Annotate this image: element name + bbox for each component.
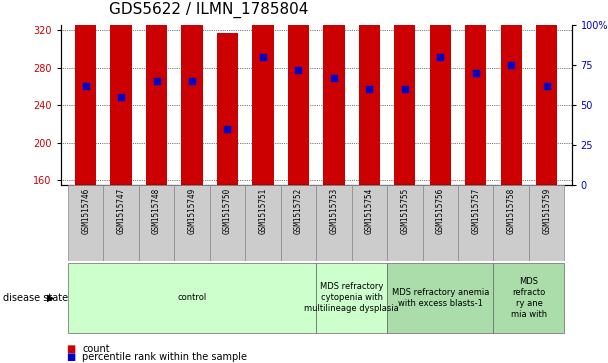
Bar [181, 0, 202, 185]
Point [506, 62, 516, 68]
Bar [458, 185, 494, 261]
Text: MDS refractory
cytopenia with
multilineage dysplasia: MDS refractory cytopenia with multilinea… [304, 282, 399, 313]
Text: GSM1515756: GSM1515756 [436, 187, 445, 234]
Text: GSM1515751: GSM1515751 [258, 187, 268, 234]
Bar [252, 0, 274, 185]
Point [187, 78, 197, 84]
Bar [288, 0, 309, 185]
Text: GSM1515757: GSM1515757 [471, 187, 480, 234]
Bar [75, 1, 96, 185]
Bar [536, 2, 558, 185]
Bar [68, 263, 316, 333]
Text: percentile rank within the sample: percentile rank within the sample [82, 352, 247, 362]
Text: MDS refractory anemia
with excess blasts-1: MDS refractory anemia with excess blasts… [392, 287, 489, 308]
Bar [430, 0, 451, 185]
Text: GSM1515746: GSM1515746 [81, 187, 90, 234]
Bar [281, 185, 316, 261]
Bar [217, 33, 238, 185]
Text: count: count [82, 344, 109, 354]
Point [81, 83, 91, 89]
Point [116, 94, 126, 100]
Point [471, 70, 480, 76]
Point [542, 83, 551, 89]
Point [400, 86, 410, 92]
Bar [210, 185, 245, 261]
Text: ■: ■ [67, 344, 79, 354]
Bar [529, 185, 564, 261]
Text: GSM1515749: GSM1515749 [187, 187, 196, 234]
Text: GSM1515758: GSM1515758 [506, 187, 516, 234]
Bar [351, 185, 387, 261]
Point [223, 126, 232, 132]
Text: GSM1515752: GSM1515752 [294, 187, 303, 234]
Bar [316, 185, 351, 261]
Bar [494, 185, 529, 261]
Point [364, 86, 374, 92]
Bar [500, 0, 522, 185]
Text: GDS5622 / ILMN_1785804: GDS5622 / ILMN_1785804 [109, 2, 309, 18]
Bar [68, 185, 103, 261]
Bar [423, 185, 458, 261]
Text: GSM1515753: GSM1515753 [330, 187, 339, 234]
Bar [146, 0, 167, 185]
Text: GSM1515750: GSM1515750 [223, 187, 232, 234]
Bar [494, 263, 564, 333]
Bar [323, 0, 345, 185]
Text: GSM1515747: GSM1515747 [117, 187, 126, 234]
Bar [103, 185, 139, 261]
Text: GSM1515748: GSM1515748 [152, 187, 161, 234]
Bar [387, 263, 494, 333]
Bar [387, 185, 423, 261]
Text: disease state: disease state [3, 293, 68, 303]
Bar [245, 185, 281, 261]
Text: control: control [178, 293, 207, 302]
Point [258, 54, 268, 60]
Text: GSM1515754: GSM1515754 [365, 187, 374, 234]
Text: ■: ■ [67, 352, 79, 362]
Text: ▶: ▶ [47, 293, 54, 303]
Bar [359, 4, 380, 185]
Bar [139, 185, 174, 261]
Bar [111, 18, 132, 185]
Bar [316, 263, 387, 333]
Bar [394, 2, 415, 185]
Point [329, 75, 339, 81]
Bar [465, 0, 486, 185]
Text: GSM1515759: GSM1515759 [542, 187, 551, 234]
Bar [174, 185, 210, 261]
Point [152, 78, 162, 84]
Text: GSM1515755: GSM1515755 [400, 187, 409, 234]
Text: MDS
refracto
ry ane
mia with: MDS refracto ry ane mia with [511, 277, 547, 319]
Point [435, 54, 445, 60]
Point [294, 67, 303, 73]
